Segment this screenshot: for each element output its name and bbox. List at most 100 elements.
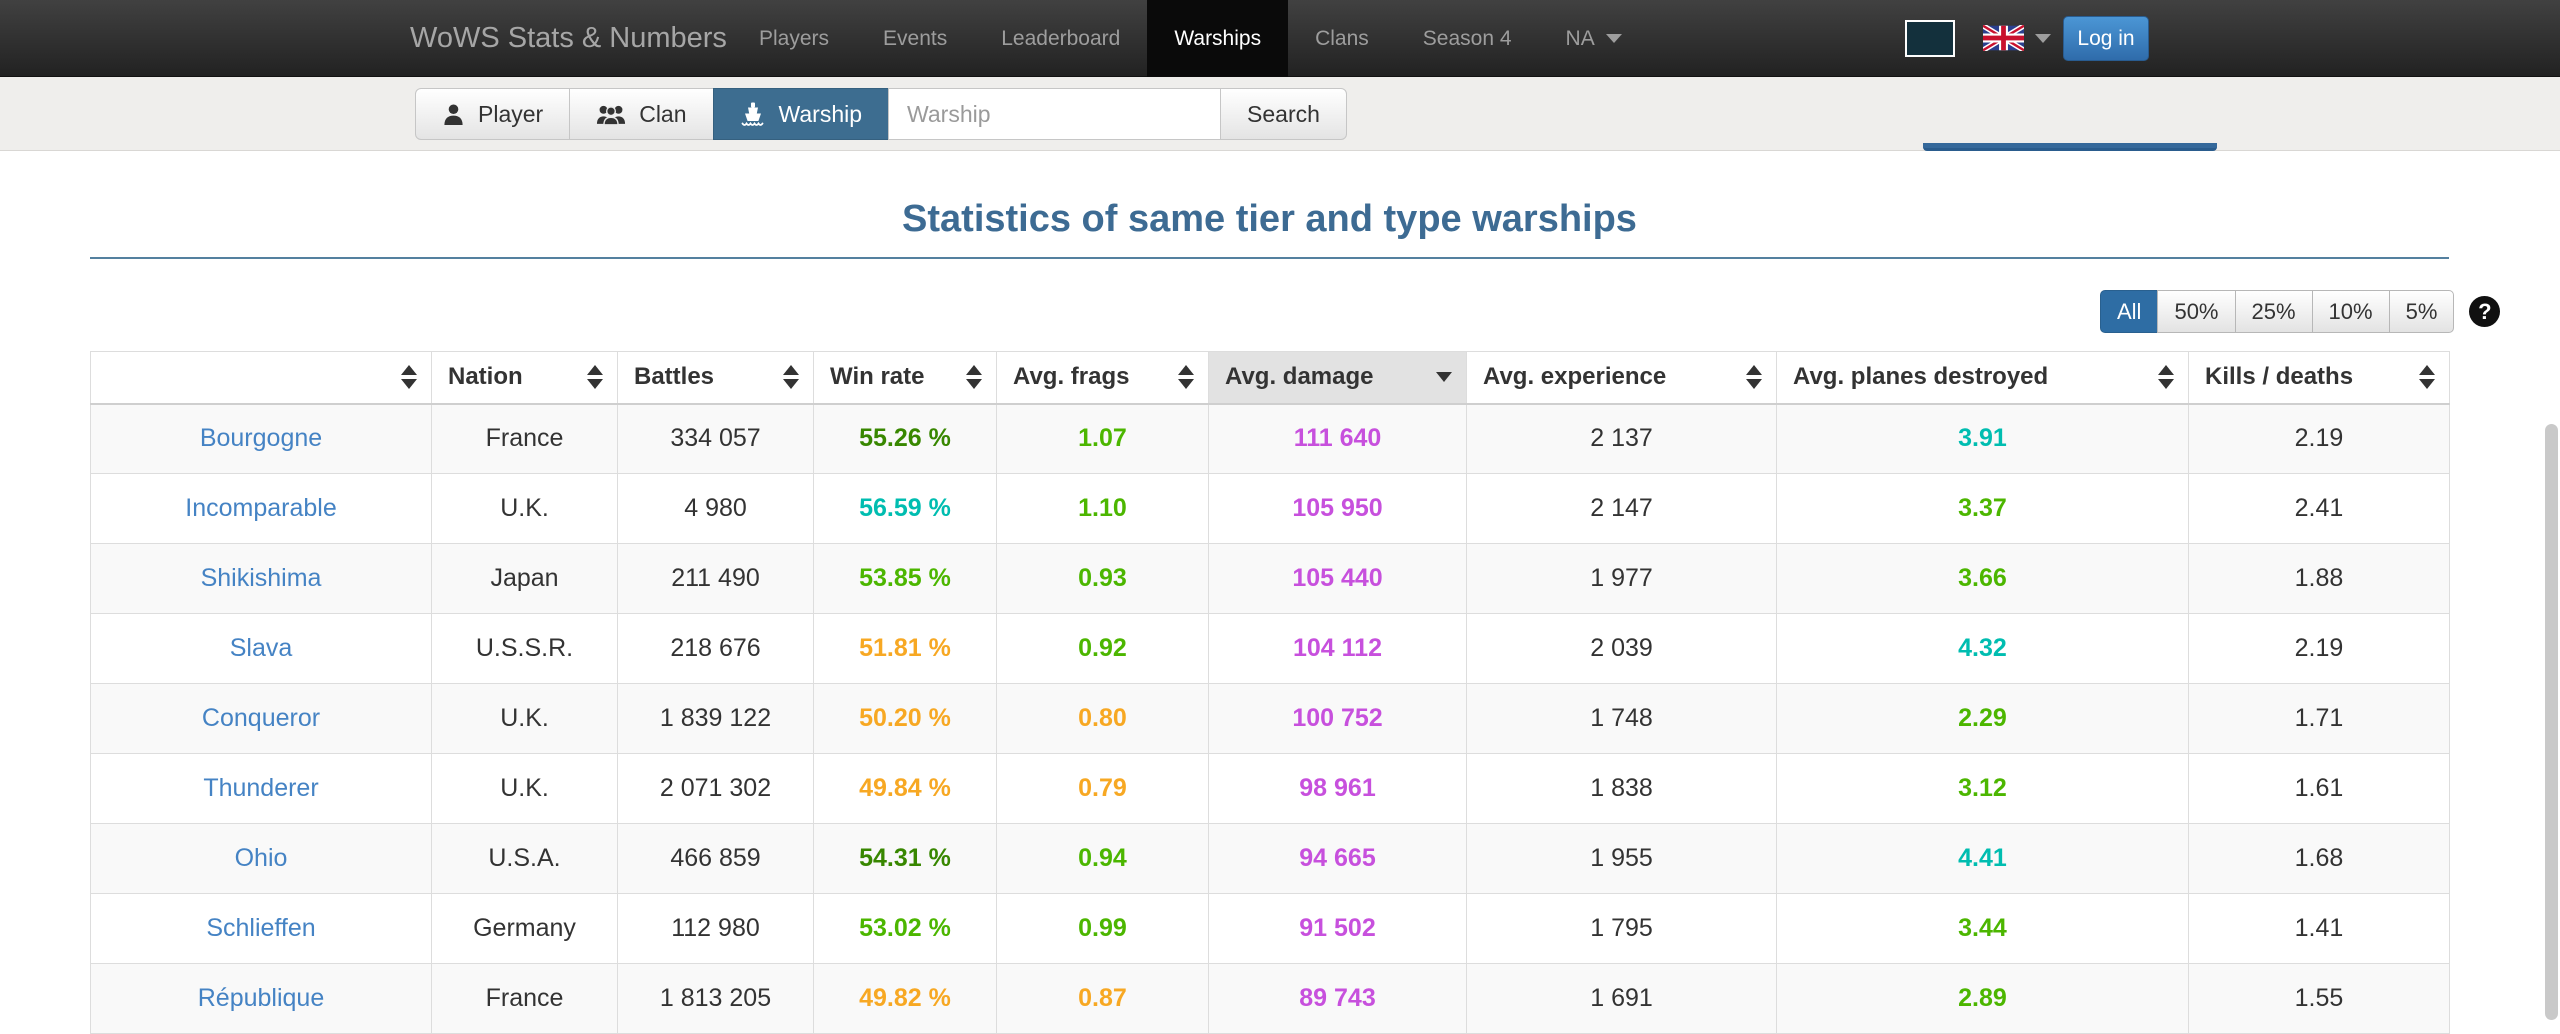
chevron-down-icon: [2035, 33, 2051, 43]
ship-link[interactable]: Ohio: [234, 844, 288, 872]
ship-link[interactable]: Incomparable: [185, 494, 337, 522]
column-header-ship[interactable]: [90, 351, 432, 405]
nav-warships[interactable]: Warships: [1147, 0, 1289, 77]
column-header-nation[interactable]: Nation: [431, 351, 618, 405]
table-row: Conqueror U.K. 1 839 122 50.20 % 0.80 100 752…: [90, 683, 2450, 754]
avg-damage-cell: 105 440: [1208, 543, 1467, 614]
vertical-scrollbar-thumb[interactable]: [2545, 424, 2558, 1020]
kills-deaths-cell: 1.61: [2188, 753, 2450, 824]
avg-experience-cell: 1 955: [1466, 823, 1777, 894]
filter-50-button[interactable]: 50%: [2157, 290, 2236, 333]
avg-damage-cell: 104 112: [1208, 613, 1467, 684]
nation-cell: Japan: [431, 543, 618, 614]
nav-region-label: NA: [1565, 26, 1595, 50]
theme-color-box[interactable]: [1905, 20, 1955, 57]
nation-cell: France: [431, 963, 618, 1034]
ship-link[interactable]: Shikishima: [200, 564, 322, 592]
nav-season4[interactable]: Season 4: [1422, 26, 1512, 50]
avg-frags-cell: 0.79: [996, 753, 1209, 824]
avg-planes-cell: 3.91: [1776, 403, 2189, 474]
ship-name-cell: République: [90, 963, 432, 1034]
nav-events[interactable]: Events: [883, 26, 948, 50]
ship-link[interactable]: Thunderer: [203, 774, 319, 802]
filter-5-button[interactable]: 5%: [2388, 290, 2455, 333]
tab-warship[interactable]: Warship: [712, 88, 890, 140]
help-icon[interactable]: ?: [2469, 296, 2501, 327]
brand-link[interactable]: WoWS Stats & Numbers: [410, 22, 727, 54]
column-header-avg-damage[interactable]: Avg. damage: [1208, 351, 1467, 405]
filter-all-button[interactable]: All: [2100, 290, 2159, 333]
search-header: Player Clan Warship Search: [0, 77, 2560, 151]
ship-link[interactable]: Schlieffen: [206, 914, 316, 942]
avg-damage-cell: 91 502: [1208, 893, 1467, 964]
search-button[interactable]: Search: [1220, 88, 1347, 140]
avg-damage-cell: 100 752: [1208, 683, 1467, 754]
nav-clans[interactable]: Clans: [1315, 26, 1369, 50]
avg-experience-cell: 1 748: [1466, 683, 1777, 754]
person-icon: [444, 103, 463, 125]
table-header-row: Nation Battles Win rate Avg. frags Avg. …: [90, 351, 2450, 405]
table-row: Schlieffen Germany 112 980 53.02 % 0.99 91 50…: [90, 893, 2450, 964]
column-header-win-rate[interactable]: Win rate: [813, 351, 997, 405]
battles-cell: 218 676: [617, 613, 814, 684]
table-row: Incomparable U.K. 4 980 56.59 % 1.10 105 950 2…: [90, 473, 2450, 544]
nav-region-dropdown[interactable]: NA: [1539, 0, 1649, 77]
ship-name-cell: Conqueror: [90, 683, 432, 754]
sort-icon: [2419, 365, 2435, 390]
table-row: Ohio U.S.A. 466 859 54.31 % 0.94 94 665 1 955 4…: [90, 823, 2450, 894]
tab-player[interactable]: Player: [415, 88, 571, 140]
ship-name-cell: Bourgogne: [90, 403, 432, 474]
win-rate-cell: 54.31 %: [813, 823, 997, 894]
table-row: Slava U.S.S.R. 218 676 51.81 % 0.92 104 112 2 …: [90, 613, 2450, 684]
nation-cell: France: [431, 403, 618, 474]
ship-link[interactable]: Bourgogne: [199, 424, 323, 453]
nation-cell: U.K.: [431, 753, 618, 824]
avg-damage-cell: 94 665: [1208, 823, 1467, 894]
column-header-avg-experience[interactable]: Avg. experience: [1466, 351, 1777, 405]
nation-cell: Germany: [431, 893, 618, 964]
ship-link[interactable]: République: [197, 984, 325, 1012]
ship-name-cell: Ohio: [90, 823, 432, 894]
ship-icon: [741, 102, 763, 126]
ship-name-cell: Slava: [90, 613, 432, 684]
column-header-avg-frags[interactable]: Avg. frags: [996, 351, 1209, 405]
column-header-avg-planes[interactable]: Avg. planes destroyed: [1776, 351, 2189, 405]
nation-cell: U.S.A.: [431, 823, 618, 894]
tab-clan[interactable]: Clan: [569, 88, 714, 140]
language-selector[interactable]: [1983, 25, 2051, 51]
sort-icon: [2158, 365, 2174, 390]
avg-planes-cell: 3.37: [1776, 473, 2189, 544]
sort-icon: [401, 365, 417, 390]
avg-experience-cell: 2 147: [1466, 473, 1777, 544]
percentile-filter-group: All 50% 25% 10% 5% ?: [2100, 290, 2501, 333]
sort-icon: [783, 365, 799, 390]
avg-experience-cell: 1 691: [1466, 963, 1777, 1034]
ship-name-cell: Shikishima: [90, 543, 432, 614]
sort-icon: [966, 365, 982, 390]
partially-hidden-button[interactable]: [1923, 143, 2217, 151]
win-rate-cell: 53.02 %: [813, 893, 997, 964]
column-header-kills-deaths[interactable]: Kills / deaths: [2188, 351, 2450, 405]
sort-desc-icon: [1436, 372, 1452, 383]
ship-link[interactable]: Slava: [229, 634, 293, 662]
table-row: Bourgogne France 334 057 55.26 % 1.07 111 640…: [90, 403, 2450, 474]
battles-cell: 211 490: [617, 543, 814, 614]
avg-damage-cell: 89 743: [1208, 963, 1467, 1034]
avg-planes-cell: 3.44: [1776, 893, 2189, 964]
filter-25-button[interactable]: 25%: [2234, 290, 2313, 333]
sort-icon: [1746, 365, 1762, 390]
win-rate-cell: 55.26 %: [813, 403, 997, 474]
avg-planes-cell: 3.12: [1776, 753, 2189, 824]
kills-deaths-cell: 1.71: [2188, 683, 2450, 754]
ship-link[interactable]: Conqueror: [201, 704, 321, 732]
column-header-battles[interactable]: Battles: [617, 351, 814, 405]
avg-frags-cell: 0.87: [996, 963, 1209, 1034]
filter-10-button[interactable]: 10%: [2311, 290, 2390, 333]
nav-players[interactable]: Players: [759, 26, 830, 50]
login-button[interactable]: Log in: [2063, 16, 2149, 61]
avg-planes-cell: 2.89: [1776, 963, 2189, 1034]
search-input[interactable]: [888, 88, 1222, 140]
uk-flag-icon: [1983, 25, 2024, 51]
nav-leaderboard[interactable]: Leaderboard: [1001, 26, 1121, 50]
ship-name-cell: Incomparable: [90, 473, 432, 544]
